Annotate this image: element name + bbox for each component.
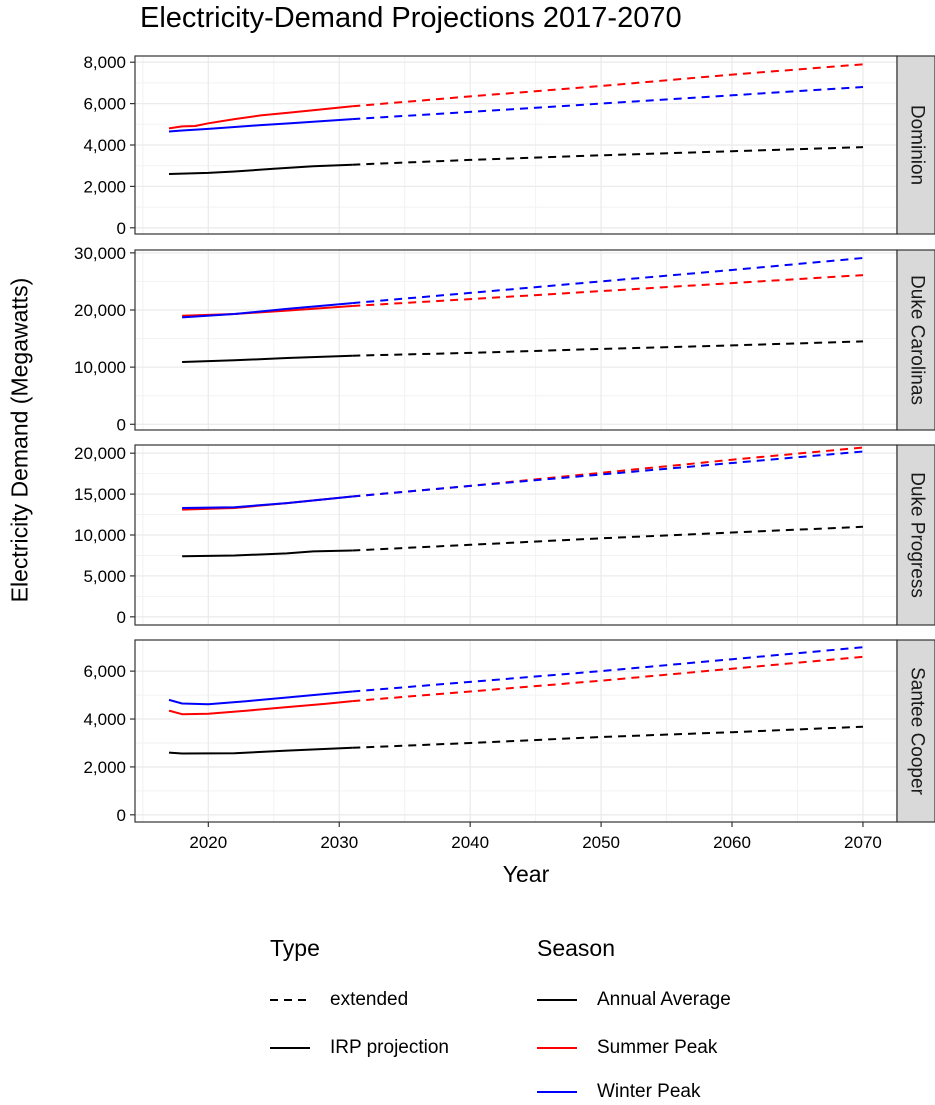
chart-title: Electricity-Demand Projections 2017-2070 (140, 2, 682, 34)
facet-label-dominion: Dominion (907, 105, 928, 185)
series-duke-carolinas-winter-peak-irp-projection (182, 302, 353, 319)
y-tick-label: 5,000 (83, 567, 126, 586)
x-tick-label: 2020 (189, 833, 227, 852)
series-santee-cooper-winter-peak-extended (352, 646, 864, 693)
panel-background-duke-carolinas (135, 250, 897, 430)
y-tick-label: 0 (117, 415, 126, 434)
panel-background-santee-cooper (135, 640, 897, 822)
legend-label-winter-peak: Winter Peak (597, 1081, 701, 1102)
legend-label-extended: extended (330, 989, 409, 1010)
y-tick-label: 20,000 (74, 301, 126, 320)
x-tick-label: 2050 (582, 833, 620, 852)
y-tick-label: 0 (117, 219, 126, 238)
y-tick-label: 4,000 (83, 710, 126, 729)
series-duke-carolinas-winter-peak-extended (352, 257, 864, 305)
facet-label-duke-progress: Duke Progress (907, 472, 928, 598)
legend-season-title: Season (537, 935, 616, 961)
series-duke-progress-winter-peak-extended (352, 450, 864, 498)
series-dominion-summer-peak-irp-projection (168, 105, 353, 130)
series-dominion-winter-peak-irp-projection (168, 118, 353, 133)
x-tick-label: 2030 (320, 833, 358, 852)
legend-label-irp-projection: IRP projection (330, 1037, 449, 1058)
series-duke-carolinas-summer-peak-extended (352, 274, 864, 307)
series-duke-progress-annual-average-irp-projection (182, 549, 353, 558)
y-tick-label: 4,000 (83, 136, 126, 155)
y-tick-label: 2,000 (83, 758, 126, 777)
y-tick-label: 6,000 (83, 662, 126, 681)
series-duke-progress-summer-peak-extended (352, 446, 864, 498)
series-santee-cooper-annual-average-irp-projection (168, 746, 353, 755)
legend-label-annual-average: Annual Average (597, 989, 731, 1010)
legend-type-keys (270, 999, 310, 1049)
x-axis-label: Year (503, 861, 550, 887)
legend-season-keys (537, 999, 577, 1093)
legend-label-summer-peak: Summer Peak (597, 1037, 718, 1058)
series-dominion-winter-peak-extended (352, 86, 864, 121)
series-dominion-summer-peak-extended (352, 63, 864, 108)
y-tick-label: 10,000 (74, 358, 126, 377)
series-santee-cooper-summer-peak-irp-projection (168, 700, 353, 716)
facet-label-duke-carolinas: Duke Carolinas (907, 275, 928, 405)
series-dominion-annual-average-extended (352, 146, 864, 166)
facet-label-santee-cooper: Santee Cooper (907, 667, 928, 795)
facet-strip-dominion (896, 55, 935, 235)
series-duke-progress-annual-average-extended (352, 525, 864, 552)
chart-plot: 0 2,000 4,000 6,000 8,000 Dominion 0 10,000 20,0… (74, 53, 935, 887)
y-tick-label: 6,000 (83, 95, 126, 114)
x-tick-label: 2060 (713, 833, 751, 852)
series-santee-cooper-summer-peak-extended (352, 655, 864, 703)
facet-strip-santee-cooper (896, 639, 935, 823)
series-duke-carolinas-annual-average-extended (352, 340, 864, 357)
legend-type-title: Type (270, 935, 320, 961)
y-tick-label: 2,000 (83, 177, 126, 196)
y-tick-label: 20,000 (74, 444, 126, 463)
series-duke-progress-winter-peak-irp-projection (182, 495, 353, 509)
y-tick-label: 0 (117, 806, 126, 825)
x-tick-label: 2070 (844, 833, 882, 852)
x-tick-label: 2040 (451, 833, 489, 852)
y-tick-label: 0 (117, 608, 126, 627)
series-santee-cooper-annual-average-extended (352, 725, 864, 749)
y-tick-label: 8,000 (83, 53, 126, 72)
facet-strip-duke-progress (896, 444, 935, 626)
series-dominion-annual-average-irp-projection (168, 163, 353, 175)
y-tick-label: 10,000 (74, 526, 126, 545)
y-tick-label: 15,000 (74, 485, 126, 504)
facet-strip-duke-carolinas (896, 249, 935, 431)
series-santee-cooper-winter-peak-irp-projection (168, 690, 353, 706)
y-tick-label: 30,000 (74, 244, 126, 263)
series-duke-carolinas-annual-average-irp-projection (182, 354, 353, 363)
